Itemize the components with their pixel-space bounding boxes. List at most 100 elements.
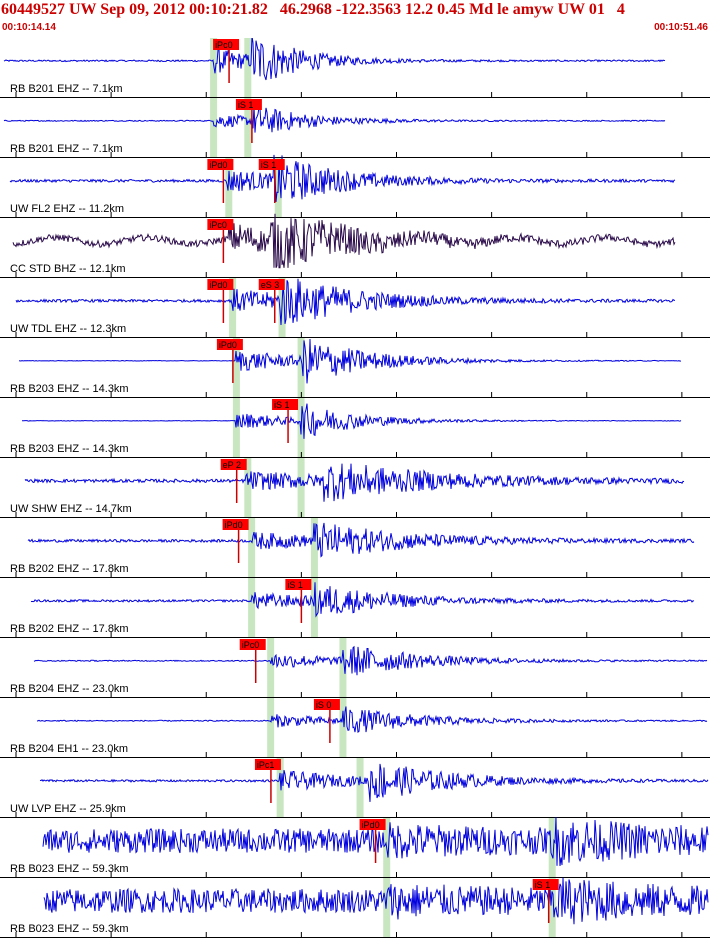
station-row: iPc0 RB B204 EHZ -- 23.0km <box>0 638 710 698</box>
station-row: iPd0 RB B202 EHZ -- 17.8km <box>0 518 710 578</box>
waveform-trace <box>27 522 695 558</box>
s-phase-shade <box>339 638 347 698</box>
p-phase-shade <box>232 398 240 458</box>
station-label: RB B201 EHZ -- 7.1km <box>10 83 122 95</box>
event-title: 60449527 UW Sep 09, 2012 00:10:21.82 46.… <box>1 1 625 18</box>
station-row: iPc1 UW LVP EHZ -- 25.9km <box>0 758 710 818</box>
s-phase-shade <box>310 578 318 638</box>
window-start-time: 00:10:14.14 <box>2 22 56 33</box>
pick-marker-box <box>207 219 234 230</box>
s-phase-shade <box>356 758 364 818</box>
station-row: iPd0 eS 3 UW TDL EHZ -- 12.3km <box>0 278 710 338</box>
station-label: RB B204 EHZ -- 23.0km <box>10 683 129 695</box>
seismogram-panel: iPc0 RB B201 EHZ -- 7.1km iS 1 RB B201 EHZ … <box>0 38 710 938</box>
s-phase-shade <box>244 38 252 98</box>
station-row: iS 1 RB B023 EHZ -- 59.3km <box>0 877 710 938</box>
pick-marker-box <box>258 159 285 170</box>
pick-marker-box <box>532 879 559 890</box>
pick-label: iS 1 <box>535 880 551 890</box>
pick-label: iPd0 <box>209 160 227 170</box>
p-phase-shade <box>276 758 284 818</box>
pick-label: eS 3 <box>261 280 280 290</box>
pick-marker-box <box>254 759 281 770</box>
p-phase-shade <box>210 98 218 158</box>
p-phase-shade <box>210 38 218 98</box>
station-row: iS 1 RB B203 EHZ -- 14.3km <box>0 398 710 458</box>
pick-marker-box <box>213 39 240 50</box>
station-label: UW FL2 EHZ -- 11.2km <box>10 203 124 215</box>
pick-label: iPd0 <box>362 820 380 830</box>
p-phase-shade <box>248 578 256 638</box>
pick-marker-box <box>239 639 266 650</box>
pick-marker-box <box>258 279 285 290</box>
station-row: iS 0 RB B204 EH1 -- 23.0km <box>0 698 710 758</box>
station-label: CC STD BHZ -- 12.1km <box>10 263 126 275</box>
window-end-time: 00:10:51.46 <box>654 22 708 33</box>
p-phase-shade <box>244 458 252 518</box>
pick-label: iS 1 <box>261 160 277 170</box>
station-row: iS 1 RB B201 EHZ -- 7.1km <box>0 98 710 158</box>
pick-label: eP 2 <box>223 460 241 470</box>
pick-label: iPd0 <box>225 520 243 530</box>
station-label: RB B203 EHZ -- 14.3km <box>10 383 129 395</box>
s-phase-shade <box>548 878 556 938</box>
waveform-trace <box>3 105 666 133</box>
pick-label: iS 1 <box>238 100 254 110</box>
s-phase-shade <box>244 98 252 158</box>
p-phase-shade <box>248 518 256 578</box>
s-phase-shade <box>297 458 305 518</box>
p-phase-shade <box>225 158 233 218</box>
pick-label: iPc0 <box>215 40 233 50</box>
s-phase-shade <box>339 698 347 758</box>
waveform-trace <box>18 338 682 384</box>
pick-marker-box <box>207 279 234 290</box>
pick-marker-box <box>220 459 247 470</box>
station-label: RB B202 EHZ -- 17.8km <box>10 563 129 575</box>
waveform-trace <box>39 763 709 802</box>
pick-label: iS 0 <box>316 700 332 710</box>
p-phase-shade <box>383 878 391 938</box>
p-phase-shade <box>267 638 275 698</box>
station-row: iPd0 iS 1 UW FL2 EHZ -- 11.2km <box>0 154 710 218</box>
p-phase-shade <box>232 338 240 398</box>
waveform-trace <box>9 154 676 202</box>
pick-label: iS 1 <box>274 400 290 410</box>
station-row: iPd0 RB B203 EHZ -- 14.3km <box>0 338 710 398</box>
waveform-trace <box>30 582 695 618</box>
waveform-trace <box>43 877 709 925</box>
station-label: RB B203 EHZ -- 14.3km <box>10 443 129 455</box>
pick-marker-box <box>222 519 249 530</box>
waveform-trace <box>24 463 685 502</box>
station-label: UW SHW EHZ -- 14.7km <box>10 503 132 515</box>
waveform-trace <box>22 403 682 439</box>
station-label: RB B201 EHZ -- 7.1km <box>10 143 122 155</box>
station-label: UW TDL EHZ -- 12.3km <box>10 323 126 335</box>
pick-label: iPd0 <box>219 340 237 350</box>
pick-marker-box <box>207 159 234 170</box>
station-label: UW LVP EHZ -- 25.9km <box>10 803 126 815</box>
s-phase-shade <box>297 338 305 398</box>
pick-label: iPc0 <box>209 220 227 230</box>
pick-label: iPc1 <box>257 760 275 770</box>
pick-marker-box <box>216 339 243 350</box>
pick-marker-box <box>359 819 386 830</box>
station-row: eP 2 UW SHW EHZ -- 14.7km <box>0 458 710 518</box>
pick-marker-box <box>235 99 262 110</box>
pick-label: iPd0 <box>209 280 227 290</box>
pick-marker-box <box>272 399 299 410</box>
waveform-trace <box>3 38 666 81</box>
station-label: RB B204 EH1 -- 23.0km <box>10 743 128 755</box>
station-row: iS 1 RB B202 EHZ -- 17.8km <box>0 578 710 638</box>
pick-marker-box <box>313 699 340 710</box>
pick-label: iPc0 <box>242 640 260 650</box>
waveform-trace <box>33 645 708 676</box>
s-phase-shade <box>548 818 556 878</box>
station-label: RB B023 EHZ -- 59.3km <box>10 863 129 875</box>
station-label: RB B023 EHZ -- 59.3km <box>10 923 129 935</box>
waveform-trace <box>12 213 676 269</box>
waveform-trace <box>36 706 708 734</box>
s-phase-shade <box>310 518 318 578</box>
pick-marker-box <box>285 579 312 590</box>
p-phase-shade <box>267 698 275 758</box>
station-row: iPc0 CC STD BHZ -- 12.1km <box>0 213 710 278</box>
